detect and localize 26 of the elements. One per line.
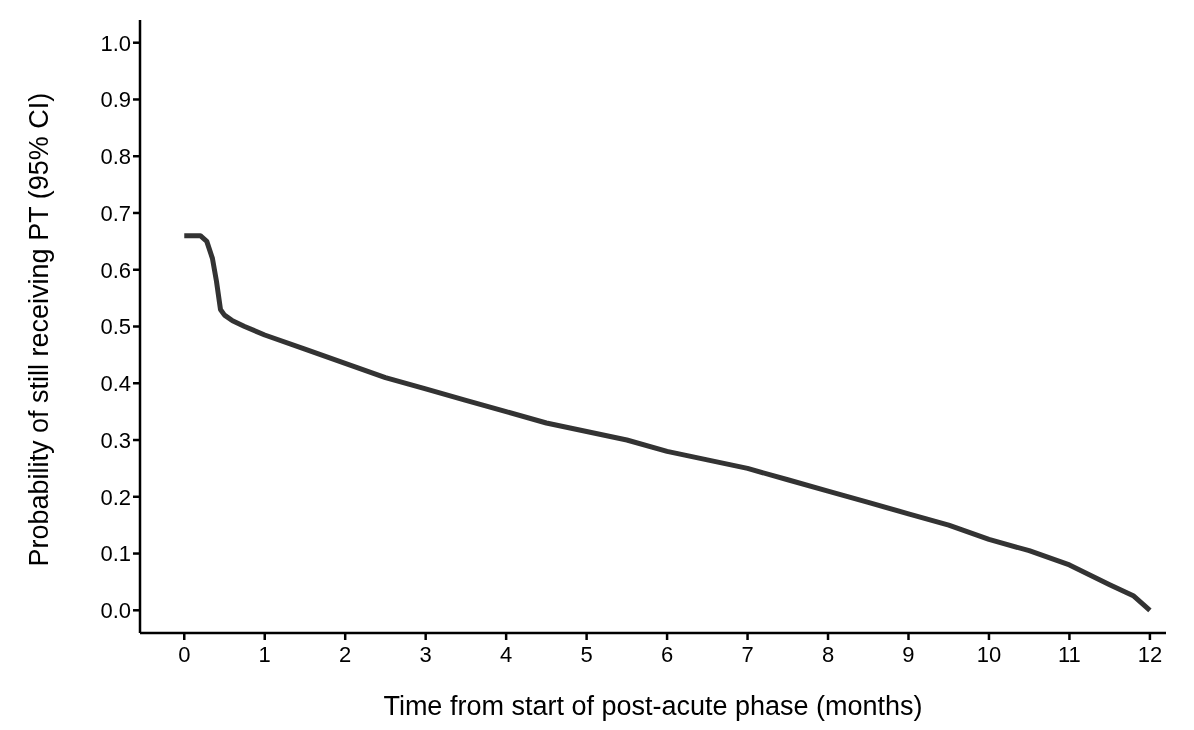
x-tick-label: 2	[339, 641, 352, 667]
x-tick-label: 3	[419, 641, 432, 667]
y-tick-label: 0.2	[100, 484, 131, 510]
x-tick-label: 6	[660, 641, 674, 667]
x-tick-label: 12	[1137, 641, 1163, 667]
y-tick-label: 1.0	[100, 30, 131, 56]
y-tick-label: 0.3	[100, 427, 131, 453]
x-tick-label: 7	[741, 641, 754, 667]
x-tick-label: 0	[178, 641, 191, 667]
x-tick-label: 11	[1058, 641, 1081, 667]
x-tick-label: 5	[580, 641, 593, 667]
y-tick-label: 0.4	[100, 371, 131, 397]
x-tick-label: 1	[258, 641, 271, 667]
y-tick-label: 0.1	[100, 541, 131, 567]
y-tick-label: 0.0	[100, 598, 131, 624]
y-tick-label: 0.7	[100, 200, 131, 226]
y-tick-label: 0.9	[100, 87, 131, 113]
y-axis-title: Probability of still receiving PT (95% CI)	[23, 92, 54, 567]
x-tick-label: 8	[821, 641, 835, 667]
x-tick-label: 10	[976, 641, 1002, 667]
x-axis-title: Time from start of post-acute phase (months)	[383, 691, 923, 721]
y-tick-label: 0.8	[100, 144, 131, 170]
y-tick-label: 0.6	[100, 257, 131, 283]
x-tick-label: 9	[902, 641, 915, 667]
x-tick-label: 4	[500, 641, 513, 667]
y-tick-label: 0.5	[100, 314, 131, 340]
